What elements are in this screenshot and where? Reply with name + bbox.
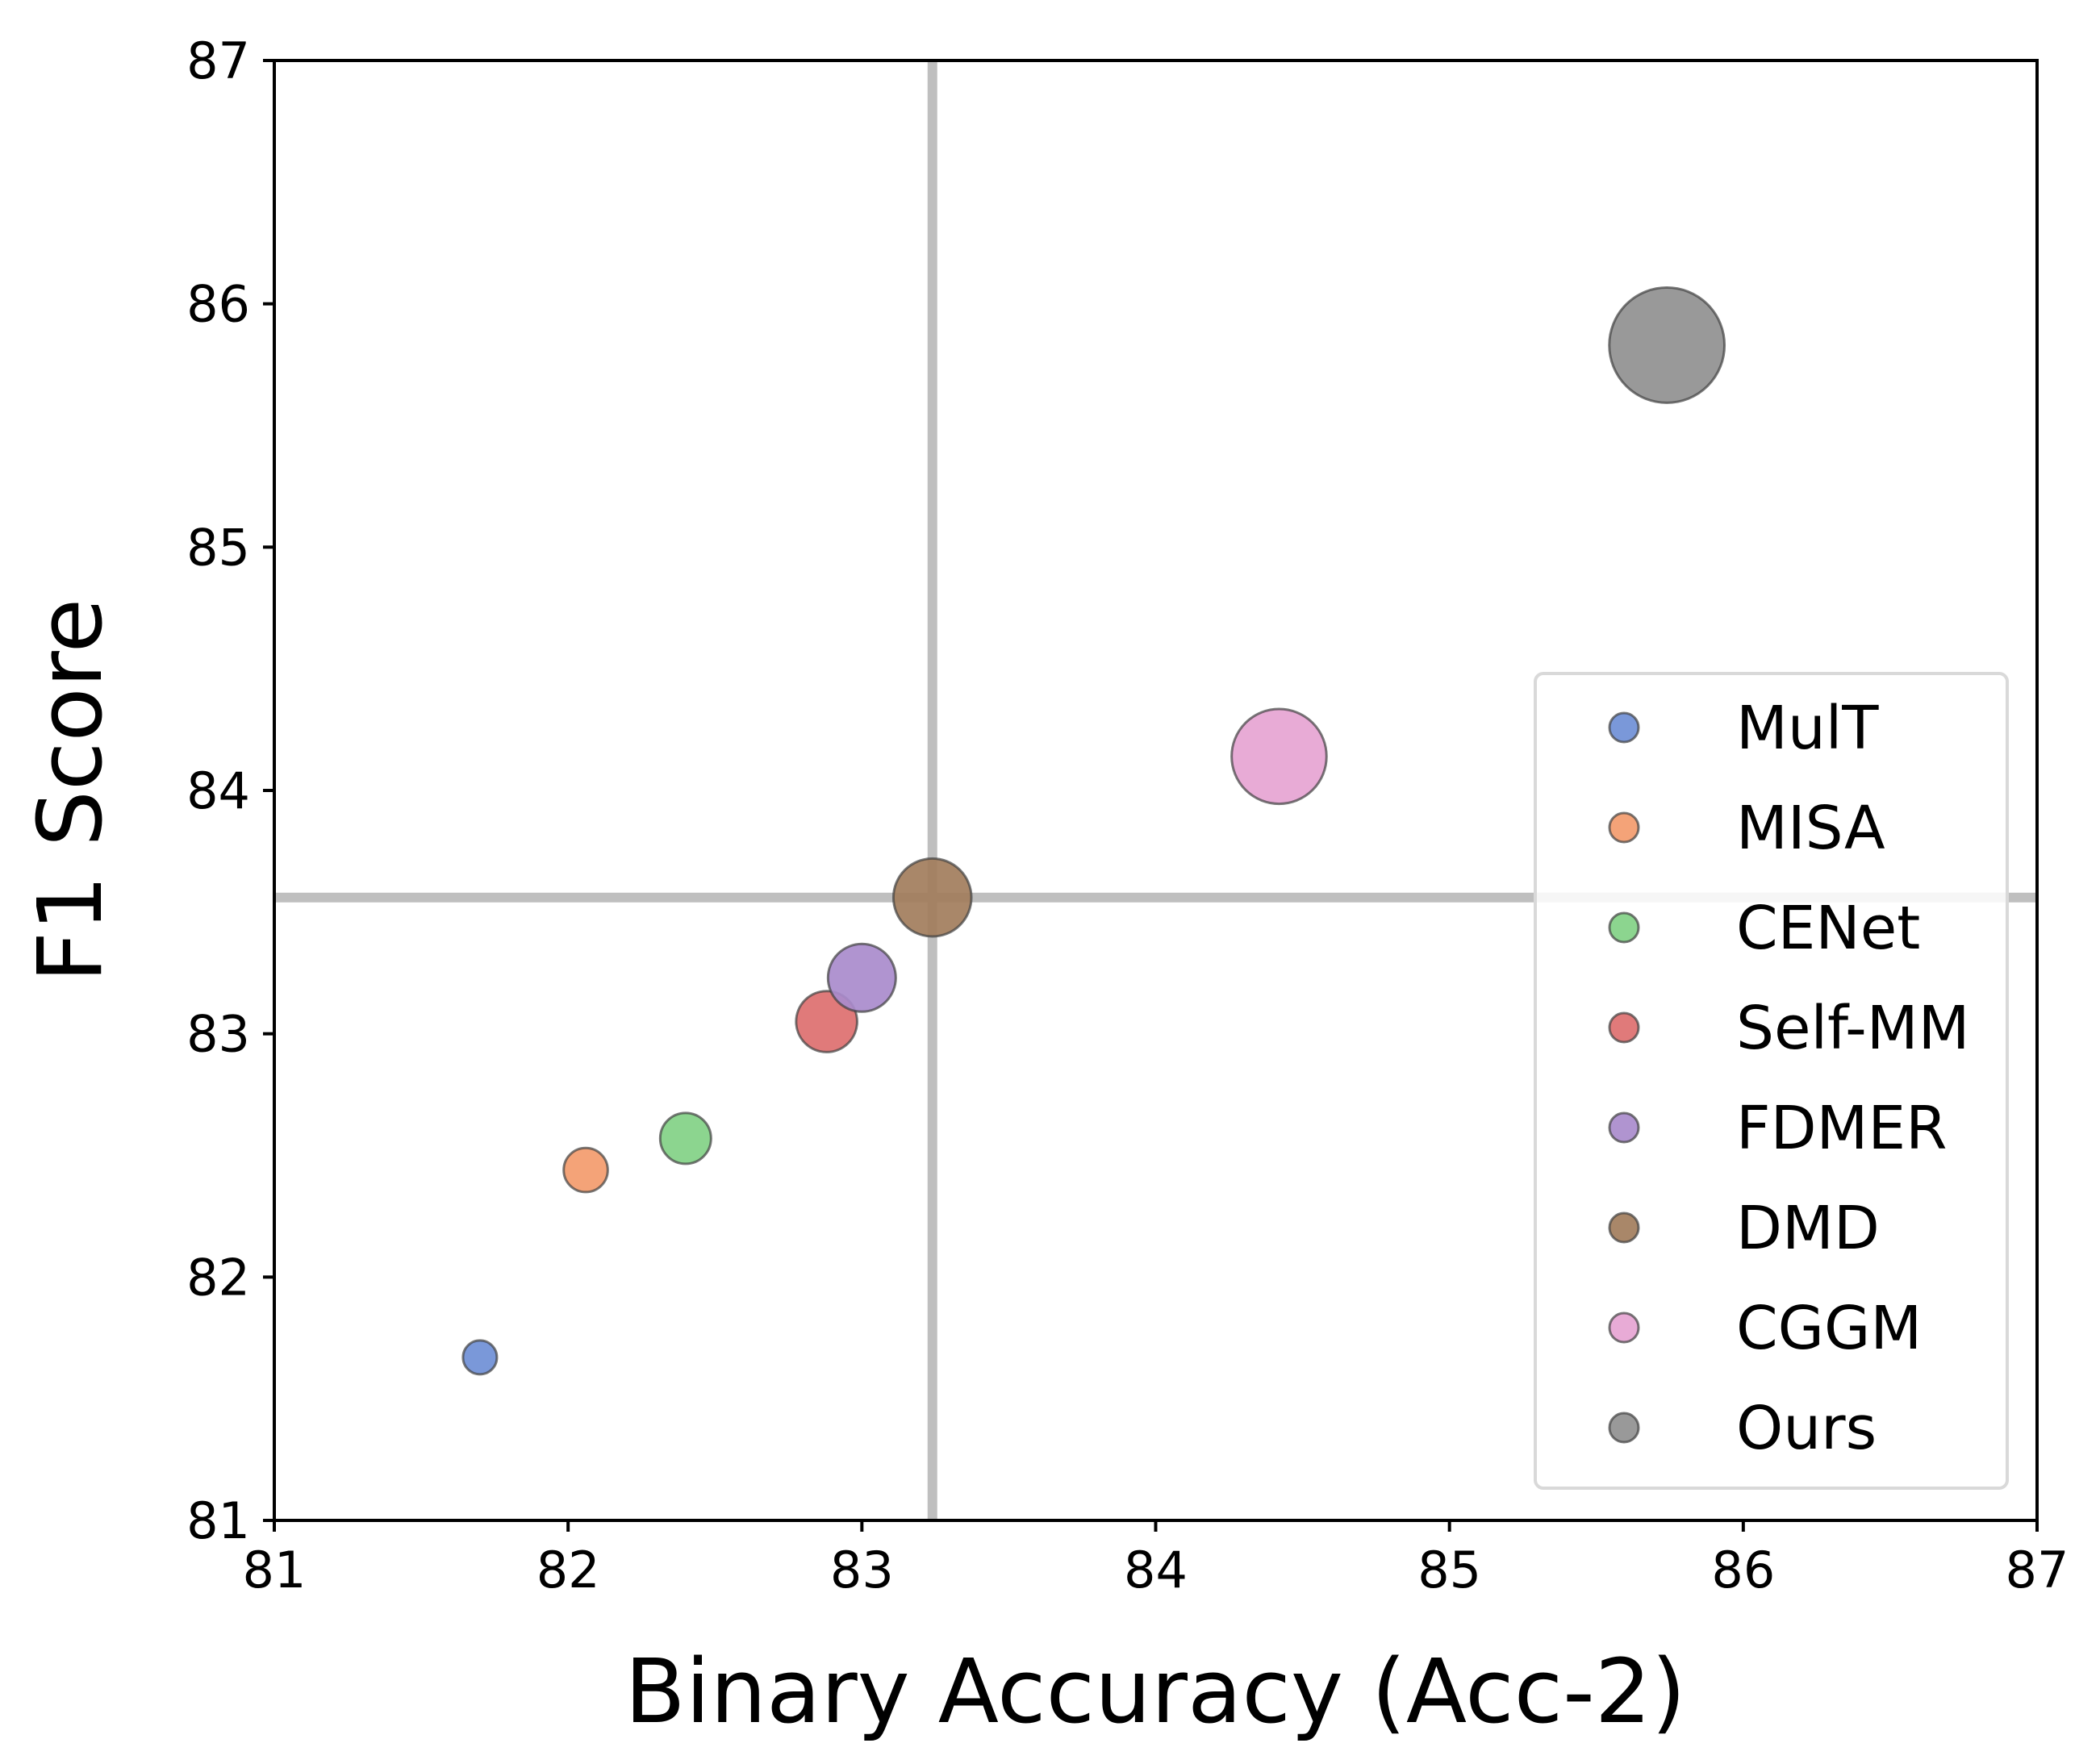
- x-tick-label: 86: [1711, 1541, 1775, 1599]
- y-tick-label: 83: [186, 1005, 250, 1064]
- legend: MulT MISA CENet Self-MM FDMER DMD CGGM Ours: [1534, 672, 2009, 1490]
- legend-marker-fdmer: [1608, 1111, 1640, 1144]
- legend-marker-self-mm: [1608, 1011, 1640, 1044]
- y-axis-ticks: 81 82 83 84 85 86 87: [186, 31, 274, 1550]
- x-tick-label: 87: [2006, 1541, 2069, 1599]
- point-cenet: [658, 1111, 712, 1166]
- y-tick-label: 81: [186, 1491, 250, 1550]
- x-axis-ticks: 81 82 83 84 85 86 87: [243, 1520, 2069, 1599]
- legend-label-ours: Ours: [1736, 1394, 1877, 1463]
- point-misa: [562, 1146, 609, 1194]
- legend-marker-cggm: [1608, 1312, 1640, 1344]
- legend-marker-dmd: [1608, 1211, 1640, 1244]
- legend-label-dmd: DMD: [1736, 1194, 1880, 1263]
- y-tick-label: 86: [186, 275, 250, 334]
- x-axis-title: Binary Accuracy (Acc-2): [624, 1640, 1685, 1743]
- legend-marker-mult: [1608, 711, 1640, 744]
- legend-label-mult: MulT: [1736, 694, 1879, 763]
- data-points: [461, 286, 1726, 1376]
- point-fdmer: [826, 942, 897, 1013]
- legend-label-cenet: CENet: [1736, 894, 1920, 963]
- y-axis-title: F1 Score: [19, 598, 122, 982]
- legend-label-fdmer: FDMER: [1736, 1094, 1948, 1163]
- x-tick-label: 83: [830, 1541, 894, 1599]
- y-tick-label: 84: [186, 761, 250, 820]
- x-tick-label: 82: [536, 1541, 600, 1599]
- legend-label-self-mm: Self-MM: [1736, 994, 1969, 1063]
- point-dmd: [891, 857, 973, 938]
- point-ours: [1608, 286, 1726, 404]
- legend-marker-cenet: [1608, 911, 1640, 944]
- point-mult: [461, 1339, 499, 1376]
- legend-marker-ours: [1608, 1412, 1640, 1444]
- x-tick-label: 81: [243, 1541, 307, 1599]
- y-tick-label: 87: [186, 31, 250, 90]
- y-tick-label: 85: [186, 518, 250, 577]
- legend-label-cggm: CGGM: [1736, 1294, 1922, 1363]
- x-tick-label: 85: [1417, 1541, 1481, 1599]
- legend-label-misa: MISA: [1736, 794, 1885, 863]
- y-tick-label: 82: [186, 1248, 250, 1307]
- point-cggm: [1230, 707, 1328, 806]
- x-tick-label: 84: [1124, 1541, 1188, 1599]
- legend-box: [1534, 672, 2009, 1490]
- legend-marker-misa: [1608, 811, 1640, 844]
